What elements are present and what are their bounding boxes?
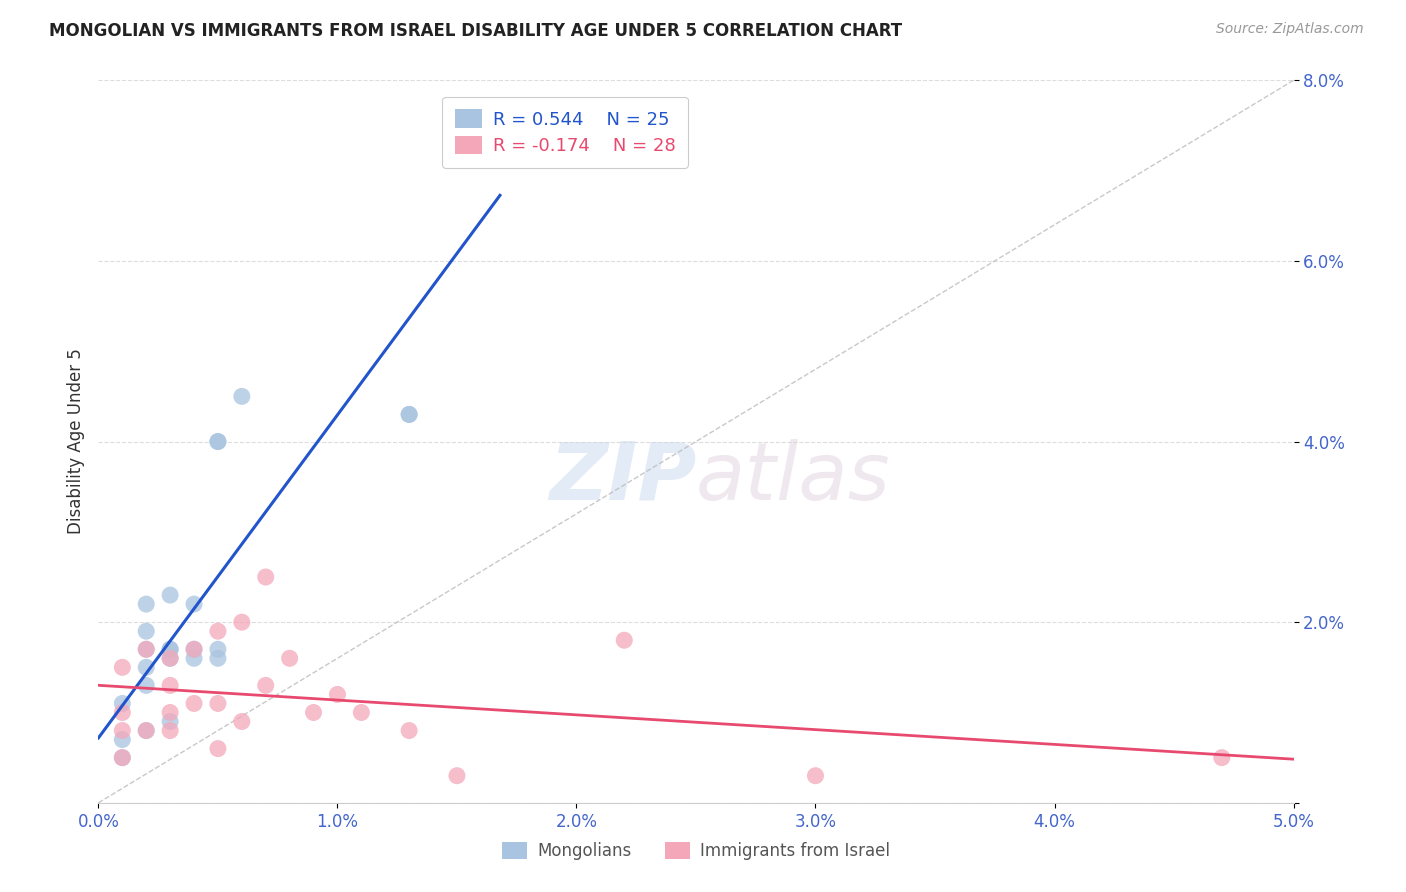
Text: ZIP: ZIP xyxy=(548,439,696,516)
Point xyxy=(183,651,205,665)
Legend: Mongolians, Immigrants from Israel: Mongolians, Immigrants from Israel xyxy=(495,835,897,867)
Point xyxy=(613,633,636,648)
Point xyxy=(207,624,229,639)
Point xyxy=(398,723,420,738)
Point xyxy=(159,651,181,665)
Point xyxy=(159,642,181,657)
Point xyxy=(207,697,229,711)
Point xyxy=(111,660,134,674)
Point xyxy=(159,714,181,729)
Point xyxy=(183,697,205,711)
Point xyxy=(231,714,253,729)
Point xyxy=(398,408,420,422)
Point xyxy=(183,642,205,657)
Point xyxy=(804,769,827,783)
Point xyxy=(278,651,301,665)
Point xyxy=(446,769,468,783)
Point xyxy=(135,642,157,657)
Point xyxy=(111,706,134,720)
Point xyxy=(183,642,205,657)
Point xyxy=(1211,750,1233,764)
Text: Source: ZipAtlas.com: Source: ZipAtlas.com xyxy=(1216,22,1364,37)
Point xyxy=(350,706,373,720)
Y-axis label: Disability Age Under 5: Disability Age Under 5 xyxy=(66,349,84,534)
Text: MONGOLIAN VS IMMIGRANTS FROM ISRAEL DISABILITY AGE UNDER 5 CORRELATION CHART: MONGOLIAN VS IMMIGRANTS FROM ISRAEL DISA… xyxy=(49,22,903,40)
Text: atlas: atlas xyxy=(696,439,891,516)
Point xyxy=(207,642,229,657)
Point xyxy=(111,697,134,711)
Point xyxy=(207,434,229,449)
Point xyxy=(231,389,253,403)
Point xyxy=(135,723,157,738)
Point xyxy=(135,723,157,738)
Point xyxy=(111,723,134,738)
Point xyxy=(398,408,420,422)
Point xyxy=(159,588,181,602)
Point xyxy=(159,706,181,720)
Point xyxy=(135,660,157,674)
Point xyxy=(135,597,157,611)
Point xyxy=(254,678,277,692)
Point xyxy=(470,119,492,133)
Point xyxy=(254,570,277,584)
Point xyxy=(159,723,181,738)
Point xyxy=(159,678,181,692)
Point xyxy=(111,732,134,747)
Point xyxy=(231,615,253,630)
Point xyxy=(207,434,229,449)
Point xyxy=(159,642,181,657)
Point xyxy=(326,687,349,701)
Point xyxy=(111,750,134,764)
Point xyxy=(302,706,325,720)
Point xyxy=(111,750,134,764)
Point xyxy=(207,741,229,756)
Point xyxy=(135,642,157,657)
Point xyxy=(135,678,157,692)
Point xyxy=(135,624,157,639)
Point xyxy=(159,651,181,665)
Point xyxy=(183,597,205,611)
Point xyxy=(207,651,229,665)
